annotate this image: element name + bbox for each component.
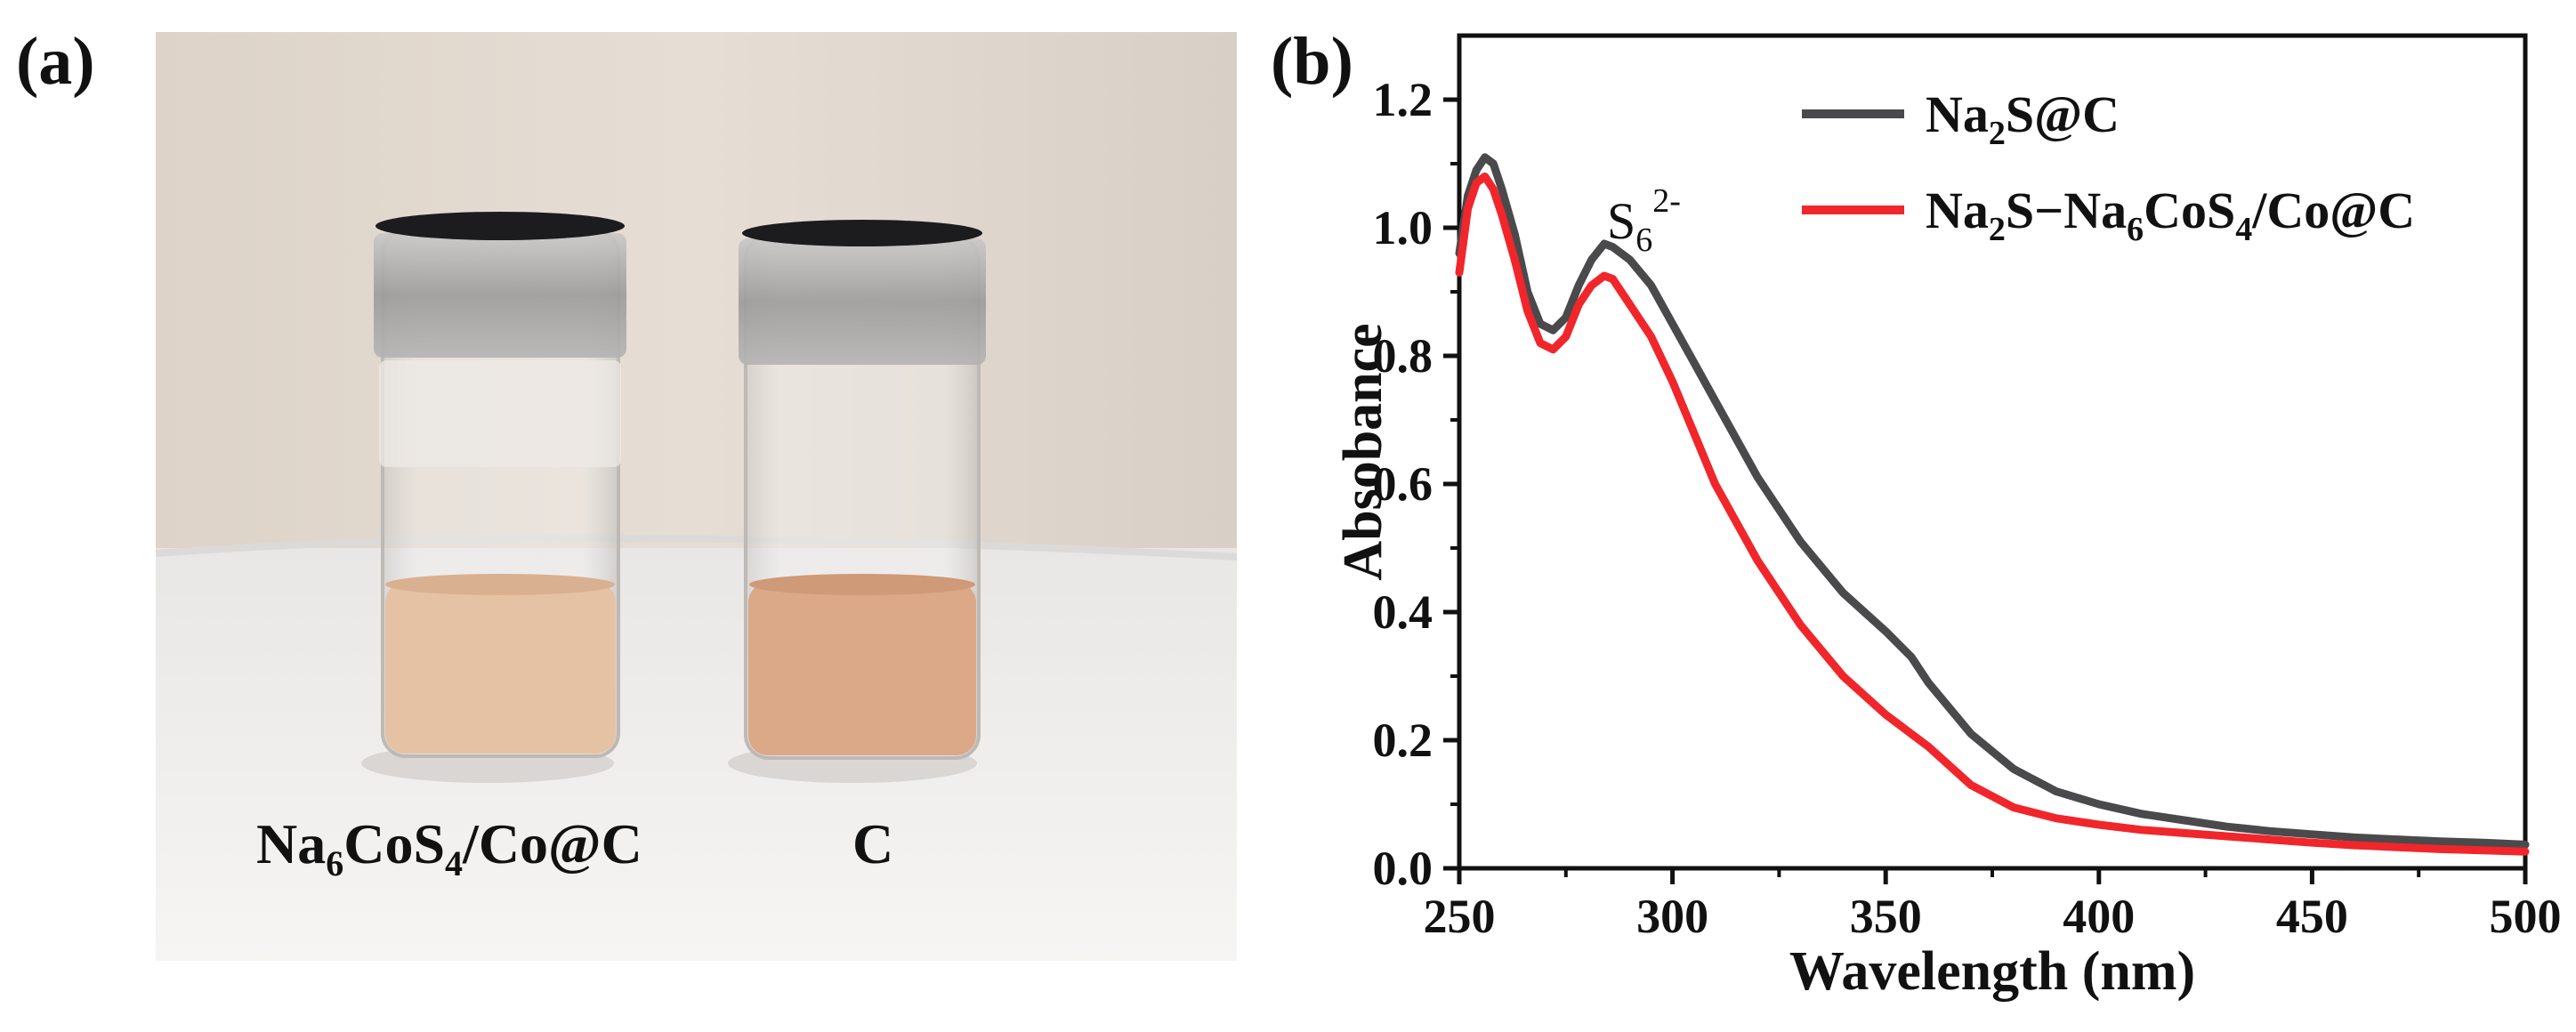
chart: 250 300 350 400 450 5000.00.20.40.60.81.01.2 … <box>1333 33 2562 1002</box>
y-tick-label: 1.2 <box>1373 73 1433 126</box>
x-tick-label: 500 <box>2490 890 2562 943</box>
panel-a-label: (a) <box>16 24 95 99</box>
legend: Na2S@C Na2S−Na6CoS4/Co@C <box>1802 85 2415 248</box>
vial-left-label: Na6CoS4/Co@C <box>256 812 642 883</box>
x-tick-label: 400 <box>2063 890 2135 943</box>
vial-right <box>728 220 986 783</box>
panel-b-label: (b) <box>1271 24 1353 99</box>
vial-left-solution <box>385 583 616 754</box>
x-tick-label: 250 <box>1424 890 1496 943</box>
y-tick-label: 1.0 <box>1373 201 1433 254</box>
y-tick-label: 0.8 <box>1373 329 1433 383</box>
legend-label-series1: Na2S@C <box>1926 85 2120 152</box>
y-tick-label: 0.4 <box>1373 585 1433 639</box>
vial-photo: Na6CoS4/Co@C C <box>155 32 1238 961</box>
plot-frame <box>1457 33 2528 871</box>
peak-annotation: S62- <box>1607 182 1681 259</box>
x-tick-label: 300 <box>1636 890 1708 943</box>
y-axis-label: Absobance <box>1333 323 1393 580</box>
y-tick-label: 0.2 <box>1373 714 1433 767</box>
vial-left <box>361 212 626 783</box>
panel-a: (a) N <box>16 24 1238 961</box>
series-lines <box>1455 153 2530 856</box>
vial-right-label: C <box>852 812 893 875</box>
y-tick-label: 0.6 <box>1373 457 1433 511</box>
x-tick-label: 350 <box>1850 890 1922 943</box>
legend-label-series2: Na2S−Na6CoS4/Co@C <box>1926 181 2415 248</box>
vial-left-label-band <box>379 360 621 467</box>
y-tick-label: 0.0 <box>1373 842 1433 895</box>
axis-ticks: 250 300 350 400 450 500 0.0 0.2 0.4 0.6 0.8 1.0 1.2 <box>1373 73 2562 943</box>
vial-right-solution <box>748 583 976 755</box>
x-axis-label: Wavelength (nm) <box>1789 941 2195 1002</box>
vial-right-meniscus <box>749 574 975 595</box>
vial-right-cap <box>742 220 982 246</box>
photo-cloth <box>156 548 1237 961</box>
series-line-1 <box>1455 153 2530 849</box>
vial-left-cap <box>375 212 625 240</box>
vial-right-tape <box>739 238 986 365</box>
panel-b: (b) 250 300 350 400 450 500 0.0 0.2 0.4 0.6 0.8 1.0… <box>1271 24 2562 1002</box>
vial-left-meniscus <box>385 574 615 595</box>
photo-wall <box>156 32 1237 557</box>
series-line-2 <box>1455 172 2530 856</box>
x-tick-label: 450 <box>2276 890 2348 943</box>
cloth-edge <box>155 535 1238 560</box>
vial-left-tape <box>374 233 626 358</box>
